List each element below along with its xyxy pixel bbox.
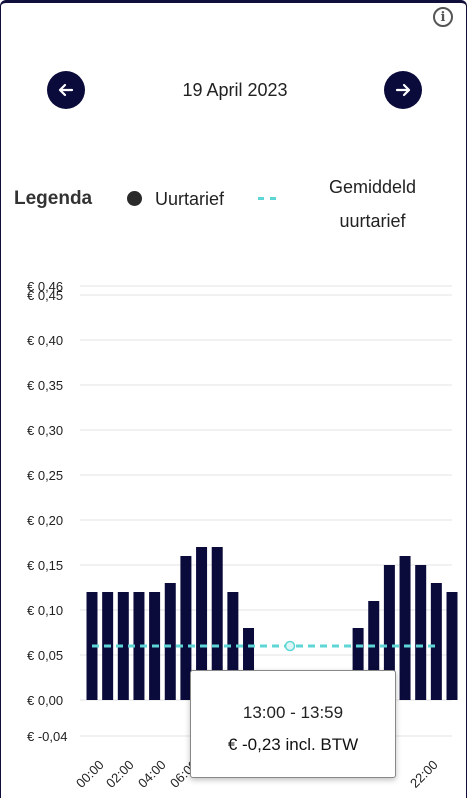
y-tick-label: € -0,04 (27, 729, 67, 744)
chart-tooltip: 13:00 - 13:59 € -0,23 incl. BTW (190, 670, 396, 778)
arrow-left-icon (58, 83, 74, 97)
chart-bar[interactable] (383, 565, 395, 700)
chart-bar[interactable] (368, 601, 380, 700)
y-tick-label: € 0,05 (27, 648, 63, 663)
y-tick-label: € 0,25 (27, 468, 63, 483)
chart-bar[interactable] (117, 592, 129, 700)
next-day-button[interactable] (384, 71, 422, 109)
chart-bar[interactable] (133, 592, 145, 700)
average-rate-legend-label: Gemiddeld uurtarief (328, 177, 417, 231)
chart-bar[interactable] (196, 547, 208, 700)
price-chart[interactable]: € -0,04 € 0,00 € 0,05 € 0,10 € 0,15 € 0,20 € 0… (0, 270, 469, 800)
tooltip-price: € -0,23 incl. BTW (227, 735, 359, 754)
chart-bar[interactable] (180, 556, 192, 700)
hourly-rate-legend-label: Uurtarief (155, 189, 225, 209)
legend-title: Legenda (14, 188, 93, 209)
chart-bar[interactable] (227, 592, 239, 700)
x-tick-label: 00:00 (73, 757, 107, 791)
x-tick-label: 04:00 (135, 757, 169, 791)
y-tick-label: € 0,45 (27, 288, 63, 303)
chart-bar[interactable] (430, 583, 442, 700)
y-tick-label: € 0,15 (27, 558, 63, 573)
x-tick-label: 02:00 (103, 757, 137, 791)
y-tick-label: € 0,20 (27, 513, 63, 528)
y-tick-label: € 0,40 (27, 333, 63, 348)
arrow-right-icon (395, 83, 411, 97)
y-tick-label: € 0,30 (27, 423, 63, 438)
chart-bar[interactable] (399, 556, 411, 700)
average-marker (284, 640, 296, 652)
chart-bar[interactable] (164, 583, 176, 700)
previous-day-button[interactable] (47, 71, 85, 109)
chart-bar[interactable] (211, 547, 223, 700)
current-date: 19 April 2023 (182, 80, 288, 100)
chart-bar[interactable] (415, 565, 427, 700)
hourly-rate-legend-marker (127, 191, 142, 206)
y-tick-label: € 0,35 (27, 378, 63, 393)
info-icon[interactable]: i (433, 7, 453, 27)
chart-bar[interactable] (243, 628, 255, 700)
y-tick-label: € 0,10 (27, 603, 63, 618)
chart-bar[interactable] (352, 628, 364, 700)
y-tick-label: € 0,46 (27, 279, 63, 294)
x-tick-label: 22:00 (407, 757, 441, 791)
y-tick-label: € 0,00 (27, 693, 63, 708)
chart-bar[interactable] (446, 592, 458, 700)
average-rate-legend-marker (258, 197, 276, 200)
tooltip-time: 13:00 - 13:59 (242, 703, 344, 722)
